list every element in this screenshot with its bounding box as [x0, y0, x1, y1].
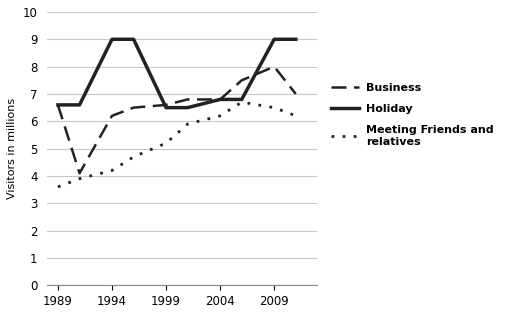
Y-axis label: Visitors in millions: Visitors in millions	[7, 98, 17, 199]
Meeting Friends and
relatives	[163, 141, 169, 145]
Meeting Friends and
relatives	[217, 114, 223, 118]
Business	[55, 103, 61, 107]
Holiday	[271, 37, 278, 41]
Business	[76, 171, 82, 175]
Holiday	[293, 37, 299, 41]
Holiday	[239, 98, 245, 101]
Holiday	[185, 106, 191, 110]
Meeting Friends and
relatives	[55, 185, 61, 189]
Business	[239, 78, 245, 82]
Business	[109, 114, 115, 118]
Holiday	[163, 106, 169, 110]
Meeting Friends and
relatives	[293, 114, 299, 118]
Business	[293, 92, 299, 96]
Holiday	[131, 37, 137, 41]
Line: Holiday: Holiday	[58, 39, 296, 108]
Holiday	[109, 37, 115, 41]
Meeting Friends and
relatives	[185, 122, 191, 126]
Holiday	[55, 103, 61, 107]
Business	[271, 65, 278, 68]
Legend: Business, Holiday, Meeting Friends and
relatives: Business, Holiday, Meeting Friends and r…	[326, 77, 499, 152]
Business	[131, 106, 137, 110]
Meeting Friends and
relatives	[239, 100, 245, 104]
Line: Business: Business	[58, 66, 296, 173]
Meeting Friends and
relatives	[271, 106, 278, 110]
Holiday	[76, 103, 82, 107]
Business	[185, 98, 191, 101]
Meeting Friends and
relatives	[131, 155, 137, 159]
Business	[163, 103, 169, 107]
Meeting Friends and
relatives	[76, 177, 82, 180]
Line: Meeting Friends and
relatives: Meeting Friends and relatives	[58, 102, 296, 187]
Holiday	[217, 98, 223, 101]
Business	[217, 98, 223, 101]
Meeting Friends and
relatives	[109, 169, 115, 172]
